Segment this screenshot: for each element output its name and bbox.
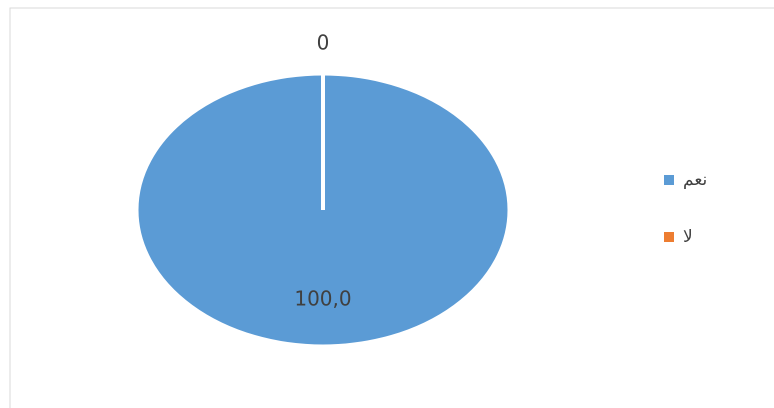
legend-swatch — [664, 232, 674, 242]
data-label: 100,0 — [294, 286, 351, 310]
legend-label: لا — [683, 227, 693, 247]
legend-swatch — [664, 175, 674, 185]
data-label: 0 — [317, 31, 330, 55]
legend-label: نعم — [683, 170, 707, 190]
